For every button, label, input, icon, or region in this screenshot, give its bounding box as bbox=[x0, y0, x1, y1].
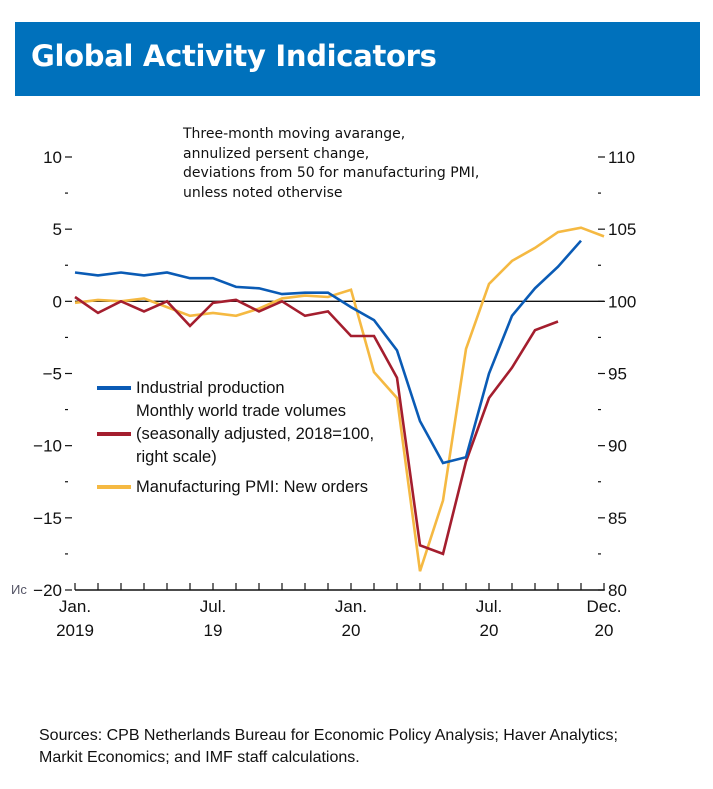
legend-label-trade: Monthly world trade volumes bbox=[136, 402, 346, 420]
left-tick-label: −10 bbox=[33, 437, 62, 456]
series-line-industrial bbox=[74, 239, 582, 465]
legend-label-pmi: Manufacturing PMI: New orders bbox=[136, 478, 368, 496]
right-tick-label: 110 bbox=[608, 148, 635, 167]
x-tick-label: Dec. bbox=[587, 597, 622, 616]
right-tick-label: 90 bbox=[608, 437, 627, 456]
chart-title: Global Activity Indicators bbox=[31, 39, 437, 73]
right-tick-label: 100 bbox=[608, 292, 636, 311]
chart-note: Three-month moving avarange, annulized p… bbox=[183, 125, 479, 203]
note-line: unless noted othervise bbox=[183, 184, 343, 201]
series-line-trade bbox=[74, 295, 559, 556]
x-tick-label: 20 bbox=[480, 621, 499, 640]
right-tick-label: 80 bbox=[608, 581, 627, 600]
series-line-pmi bbox=[74, 226, 605, 572]
sources-note: Sources: CPB Netherlands Bureau for Econ… bbox=[39, 725, 618, 769]
legend: Industrial production Monthly world trade… bbox=[97, 379, 374, 496]
note-line: annulized persent change, bbox=[183, 145, 370, 162]
series-lines bbox=[74, 226, 605, 572]
x-tick-label: Jan. bbox=[59, 597, 91, 616]
legend-label-trade: right scale) bbox=[136, 448, 217, 466]
stray-label: Ис bbox=[11, 582, 27, 597]
note-line: deviations from 50 for manufacturing PMI… bbox=[183, 165, 480, 181]
note-line: Three-month moving avarange, bbox=[183, 126, 406, 142]
x-tick-label: Jan. bbox=[335, 597, 367, 616]
left-tick-label: −15 bbox=[33, 509, 62, 528]
right-tick-label: 95 bbox=[608, 365, 627, 384]
sources-line: Sources: CPB Netherlands Bureau for Econ… bbox=[39, 727, 618, 744]
title-bar: Global Activity Indicators bbox=[15, 22, 700, 96]
left-tick-label: −20 bbox=[33, 581, 62, 600]
legend-label-trade: (seasonally adjusted, 2018=100, bbox=[136, 425, 374, 443]
axes: Jan.2019Jul.19Jan.20Jul.20Dec.201050−5−1… bbox=[33, 148, 636, 640]
x-tick-label: 2019 bbox=[56, 621, 94, 640]
x-tick-label: Jul. bbox=[200, 597, 226, 616]
x-tick-label: 19 bbox=[204, 621, 223, 640]
left-tick-label: −5 bbox=[43, 365, 62, 384]
left-tick-label: 5 bbox=[53, 220, 62, 239]
right-tick-label: 85 bbox=[608, 509, 627, 528]
right-tick-label: 105 bbox=[608, 220, 636, 239]
left-tick-label: 10 bbox=[43, 148, 62, 167]
sources-line: Markit Economics; and IMF staff calculat… bbox=[39, 749, 360, 766]
x-tick-label: Jul. bbox=[476, 597, 502, 616]
x-tick-label: 20 bbox=[342, 621, 361, 640]
x-tick-label: 20 bbox=[595, 621, 614, 640]
left-tick-label: 0 bbox=[53, 292, 62, 311]
legend-label-industrial: Industrial production bbox=[136, 379, 285, 397]
